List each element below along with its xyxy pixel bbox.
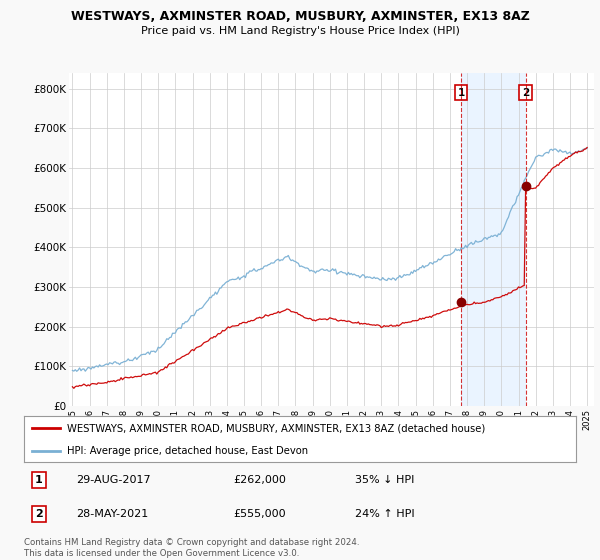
- Text: 2: 2: [522, 88, 529, 98]
- Text: HPI: Average price, detached house, East Devon: HPI: Average price, detached house, East…: [67, 446, 308, 455]
- Text: Price paid vs. HM Land Registry's House Price Index (HPI): Price paid vs. HM Land Registry's House …: [140, 26, 460, 36]
- Text: 1: 1: [35, 475, 43, 485]
- Text: 24% ↑ HPI: 24% ↑ HPI: [355, 509, 415, 519]
- Text: WESTWAYS, AXMINSTER ROAD, MUSBURY, AXMINSTER, EX13 8AZ (detached house): WESTWAYS, AXMINSTER ROAD, MUSBURY, AXMIN…: [67, 423, 485, 433]
- Text: 28-MAY-2021: 28-MAY-2021: [76, 509, 149, 519]
- Text: 1: 1: [458, 88, 465, 98]
- Text: WESTWAYS, AXMINSTER ROAD, MUSBURY, AXMINSTER, EX13 8AZ: WESTWAYS, AXMINSTER ROAD, MUSBURY, AXMIN…: [71, 10, 529, 22]
- Text: 35% ↓ HPI: 35% ↓ HPI: [355, 475, 415, 485]
- Text: 2: 2: [35, 509, 43, 519]
- Text: Contains HM Land Registry data © Crown copyright and database right 2024.
This d: Contains HM Land Registry data © Crown c…: [24, 538, 359, 558]
- Text: £262,000: £262,000: [234, 475, 287, 485]
- Text: 29-AUG-2017: 29-AUG-2017: [76, 475, 151, 485]
- Text: £555,000: £555,000: [234, 509, 286, 519]
- Bar: [461, 73, 526, 406]
